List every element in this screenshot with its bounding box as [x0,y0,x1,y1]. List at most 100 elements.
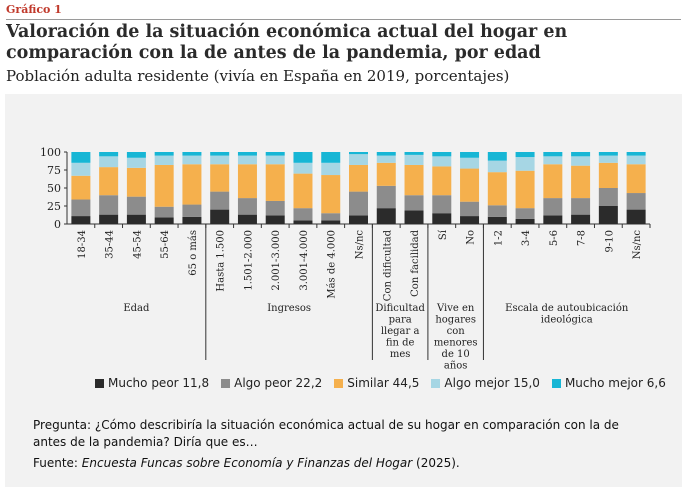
group-label-line: Ingresos [267,303,311,314]
bar-segment [460,157,480,169]
source-note: Fuente: Encuesta Funcas sobre Economía y… [33,456,645,470]
bar-segment [99,152,119,157]
bar-segment [321,162,341,176]
bar-segment [321,213,341,221]
bar-segment [404,195,424,211]
group-label-line: con [447,326,466,337]
category-label: Más de 4.000 [327,230,338,299]
bar-segment [265,215,285,224]
bar-segment [210,164,230,192]
category-label: 35-44 [105,230,116,259]
bar-segment [626,152,646,156]
group-label: Edad [123,303,150,314]
group-label-line: llegar a [381,326,420,337]
category-label: Ns/nc [632,230,643,260]
category-label: 1-2 [493,230,504,246]
category-label: 55-64 [160,230,171,259]
group-label-line: Dificultad [375,303,425,314]
legend-swatch [95,378,104,388]
bar-segment [349,152,368,155]
y-tick-label: 100 [40,146,61,159]
bar-segment [598,152,618,156]
bar-segment [571,165,591,199]
legend-item: Mucho peor 11,8 [95,376,209,390]
bar-segment [626,155,646,165]
bar-segment [99,167,119,196]
legend-item: Algo peor 22,2 [221,376,322,390]
legend-swatch [334,378,344,388]
bar-segment [321,175,341,214]
bar-segment [571,198,591,215]
bar-segment [432,156,452,167]
bar-segment [71,175,91,200]
bar-segment [182,204,202,217]
bar-segment [598,162,618,188]
bar-segment [237,152,257,156]
category-label: 18-34 [77,230,88,259]
bar-segment [265,164,285,201]
category-label: 1.501-2.000 [243,230,254,291]
legend: Mucho peor 11,8 Algo peor 22,2 Similar 44,… [95,376,666,390]
group-label-line: Vive en [436,303,475,314]
category-label: 65 o más [188,230,199,276]
y-tick-label: 50 [47,182,61,195]
group-label: Vive en hogares con menores de 10 años [434,303,478,372]
bar-segment [265,200,285,216]
y-tick-label: 0 [54,218,61,231]
bar-segment [210,209,230,224]
bar-segment [515,152,535,158]
bar-segment [71,152,91,163]
bar-segment [126,152,146,158]
bar-segment [543,215,563,224]
category-label: Con facilidad [410,229,421,297]
bar-segment [182,216,202,224]
bar-segment [460,152,480,158]
bar-segment [404,154,424,165]
legend-swatch [431,378,441,388]
bar-segment [487,152,507,161]
bar-segment [237,198,257,215]
bar-segment [71,162,91,176]
bar-segment [210,152,230,156]
bar-segment [404,152,424,155]
bar-segment [432,166,452,196]
category-label: 45-54 [132,230,143,259]
bar-segment [349,154,368,165]
bar-segment [376,152,396,156]
bar-segment [126,157,146,168]
bar-segment [265,152,285,156]
bar-segment [571,214,591,224]
bar-segment [154,152,174,156]
bar-segment [543,152,563,157]
bar-segment [404,164,424,196]
bar-segment [376,162,396,186]
category-label: 3.001-4.000 [299,230,310,291]
source-prefix: Fuente: [33,456,82,470]
bar-segment [404,210,424,224]
bar-segment [626,193,646,210]
group-label-line: Edad [123,303,150,314]
bar-segment [432,195,452,214]
chart-subtitle: Población adulta residente (vivía en Esp… [6,67,510,85]
category-label: 9-10 [604,230,615,252]
group-label: Ingresos [267,303,311,314]
group-label-line: ideológica [541,315,593,326]
category-label: Hasta 1.500 [216,230,227,292]
bar-segment [154,155,174,165]
legend-swatch [551,378,561,388]
bar-segment [515,208,535,219]
legend-item: Mucho mejor 6,6 [551,376,666,390]
legend-swatch [221,378,231,388]
category-label: No [466,230,477,245]
bar-segment [99,195,119,215]
bar-segment [321,220,341,224]
bar-segment [99,214,119,224]
group-label-line: para [389,315,412,326]
group-label-line: mes [390,349,411,360]
bar-segment [626,164,646,194]
bar-segment [626,209,646,224]
bar-segment [515,218,535,224]
bar-segment [210,191,230,210]
bar-segment [349,191,368,216]
bar-segment [182,152,202,156]
